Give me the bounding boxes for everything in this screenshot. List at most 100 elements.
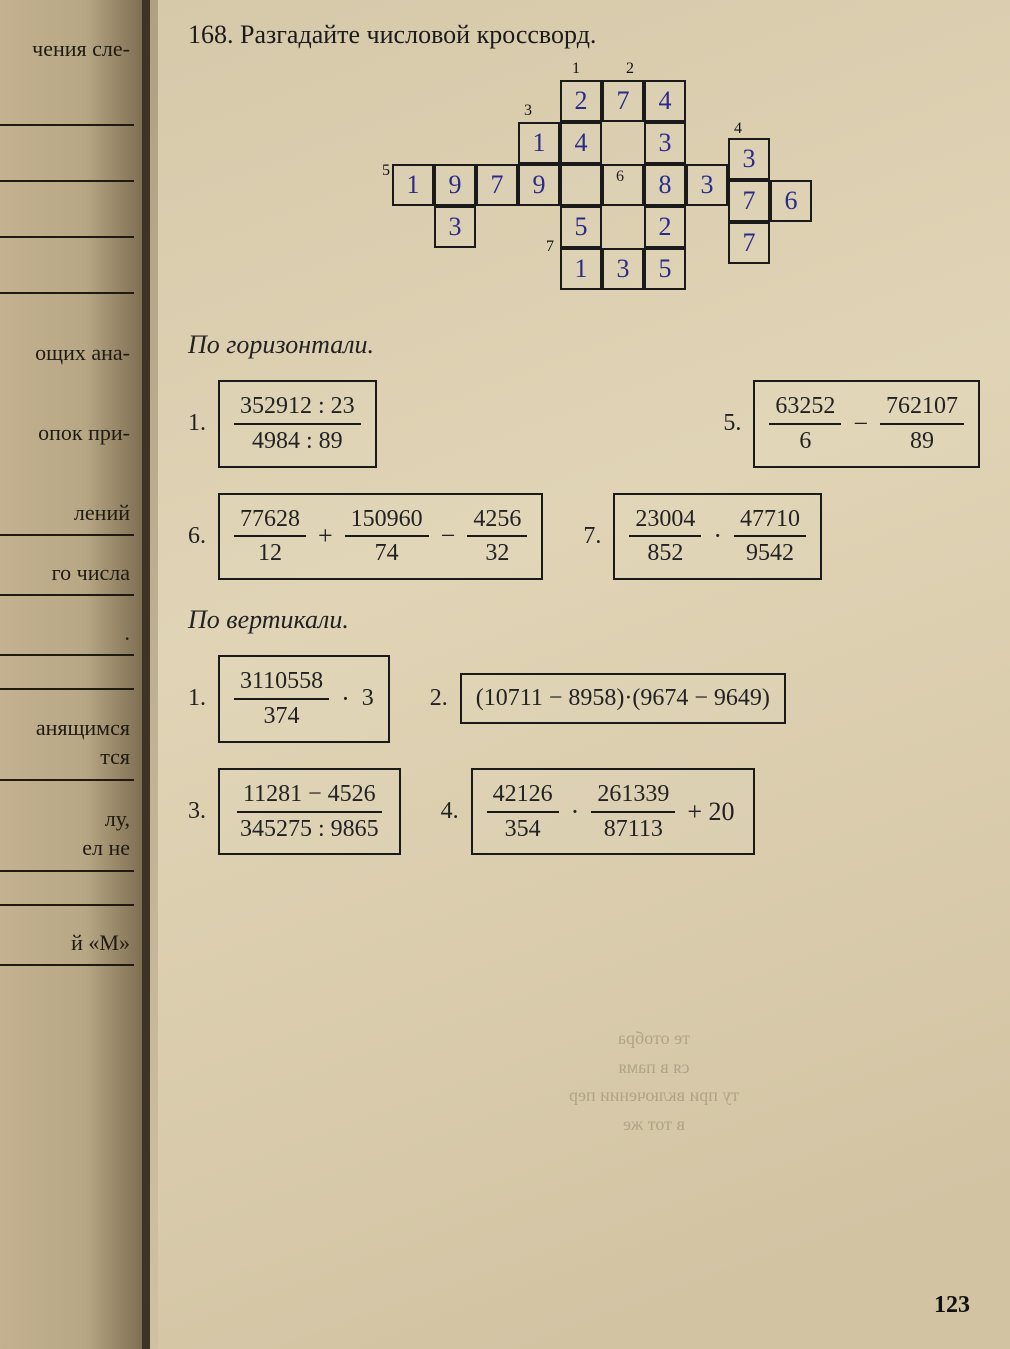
left-frag [0, 166, 134, 182]
denominator: 87113 [598, 813, 669, 844]
crossword-cell: 3 [686, 164, 728, 206]
clue-number: 1 [572, 60, 580, 78]
numerator: 4256 [467, 505, 527, 538]
problem-number: 7. [583, 523, 603, 550]
clue-number: 3 [524, 102, 532, 120]
crossword-cell: 7 [728, 180, 770, 222]
operator: + [314, 521, 337, 551]
clue-number: 2 [626, 60, 634, 78]
left-frag [0, 222, 134, 238]
problem-h6: 6. 77628 12 + 150960 74 − 4256 32 [188, 493, 543, 581]
operator: − [849, 409, 872, 439]
crossword-cell: 3 [602, 248, 644, 290]
problem-number: 3. [188, 798, 208, 825]
left-frag [0, 278, 134, 294]
left-frag: лу, ел не [0, 799, 134, 872]
crossword-cell: 3 [728, 138, 770, 180]
crossword-cell [560, 164, 602, 206]
crossword-cell: 5 [560, 206, 602, 248]
denominator: 374 [258, 700, 306, 731]
problem-v4: 4. 42126 354 · 261339 87113 + 20 [441, 768, 755, 856]
numerator: 63252 [769, 392, 841, 425]
crossword-cell: 7 [728, 222, 770, 264]
crossword-cell [602, 164, 644, 206]
numerator: 42126 [487, 780, 559, 813]
denominator: 12 [252, 537, 288, 568]
task-text: Разгадайте числовой кроссворд. [240, 20, 596, 49]
left-frag: й «М» [0, 924, 134, 966]
crossword-cell: 3 [644, 122, 686, 164]
operator: · [709, 521, 726, 551]
crossword-cell: 2 [560, 80, 602, 122]
left-frag: го числа [0, 554, 134, 596]
operator: · [337, 684, 354, 714]
left-frag: лений [0, 494, 134, 536]
numerator: 762107 [880, 392, 964, 425]
crossword-cell: 3 [434, 206, 476, 248]
crossword-cell: 1 [392, 164, 434, 206]
numerator: 11281 − 4526 [237, 780, 382, 813]
problem-v3: 3. 11281 − 4526 345275 : 9865 [188, 768, 401, 856]
left-frag: анящимся тся [0, 708, 134, 781]
crossword-cell: 8 [644, 164, 686, 206]
bleed-through-text: те отобра ся в памя ту при включении пер… [358, 1024, 950, 1139]
denominator: 345275 : 9865 [234, 813, 385, 844]
problem-number: 4. [441, 798, 461, 825]
denominator: 4984 : 89 [246, 425, 349, 456]
numerator: 261339 [591, 780, 675, 813]
crossword-cell: 7 [602, 80, 644, 122]
section-vertical: По вертикали. [188, 605, 980, 635]
clue-number: 7 [546, 238, 554, 256]
task-title: 168. Разгадайте числовой кроссворд. [188, 20, 980, 50]
numerator: 352912 : 23 [234, 392, 361, 425]
left-frag: . [0, 614, 134, 656]
problem-number: 6. [188, 523, 208, 550]
operator: · [567, 797, 584, 827]
crossword-cell: 9 [518, 164, 560, 206]
crossword-cell: 1 [560, 248, 602, 290]
denominator: 6 [793, 425, 817, 456]
crossword-cell: 1 [518, 122, 560, 164]
denominator: 354 [499, 813, 547, 844]
denominator: 852 [641, 537, 689, 568]
left-page-sliver: чения сле- ощих ана- опок при- лений го … [0, 0, 150, 1349]
task-number: 168. [188, 20, 234, 49]
crossword-cell: 6 [770, 180, 812, 222]
crossword-cell: 4 [560, 122, 602, 164]
problem-number: 1. [188, 685, 208, 712]
tail: + 20 [683, 797, 738, 827]
problem-h1: 1. 352912 : 23 4984 : 89 [188, 380, 377, 468]
denominator: 32 [479, 537, 515, 568]
problem-number: 2. [430, 685, 450, 712]
page-number: 123 [934, 1292, 970, 1319]
left-frag: ощих ана- [0, 334, 134, 374]
problem-number: 1. [188, 410, 208, 437]
clue-number: 4 [734, 120, 742, 138]
problem-h5: 5. 63252 6 − 762107 89 [723, 380, 980, 468]
numerator: 150960 [345, 505, 429, 538]
section-horizontal: По горизонтали. [188, 330, 980, 360]
main-page: 168. Разгадайте числовой кроссворд. 1234… [158, 0, 1010, 1349]
crossword-grid: 12345672741433197983763527135 [324, 60, 844, 290]
problem-v2: 2. (10711 − 8958)·(9674 − 9649) [430, 673, 786, 724]
left-frag [0, 110, 134, 126]
left-frag [0, 890, 134, 906]
operator: − [437, 521, 460, 551]
problem-number: 5. [723, 410, 743, 437]
crossword-cell: 2 [644, 206, 686, 248]
left-frag [0, 674, 134, 690]
constant: 3 [362, 685, 374, 712]
crossword-cell: 7 [476, 164, 518, 206]
crossword-cell: 5 [644, 248, 686, 290]
problem-v1: 1. 3110558 374 · 3 [188, 655, 390, 743]
crossword-cell: 4 [644, 80, 686, 122]
crossword-cell: 9 [434, 164, 476, 206]
numerator: 77628 [234, 505, 306, 538]
problem-h7: 7. 23004 852 · 47710 9542 [583, 493, 822, 581]
numerator: 23004 [629, 505, 701, 538]
numerator: 3110558 [234, 667, 329, 700]
denominator: 9542 [740, 537, 800, 568]
left-frag: чения сле- [0, 30, 134, 70]
denominator: 74 [369, 537, 405, 568]
left-frag: опок при- [0, 414, 134, 454]
